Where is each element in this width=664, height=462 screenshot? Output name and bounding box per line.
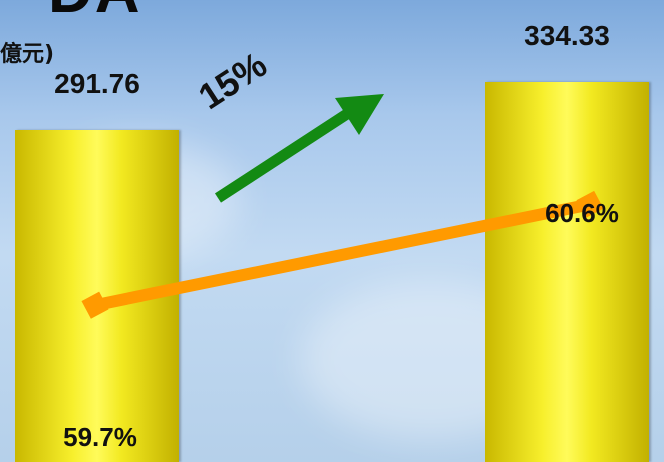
percent-label-0: 59.7% bbox=[63, 422, 137, 453]
percent-line bbox=[95, 204, 590, 305]
growth-arrow-icon bbox=[218, 94, 384, 198]
percent-label-1: 60.6% bbox=[545, 198, 619, 229]
line-marker-0 bbox=[81, 292, 108, 319]
